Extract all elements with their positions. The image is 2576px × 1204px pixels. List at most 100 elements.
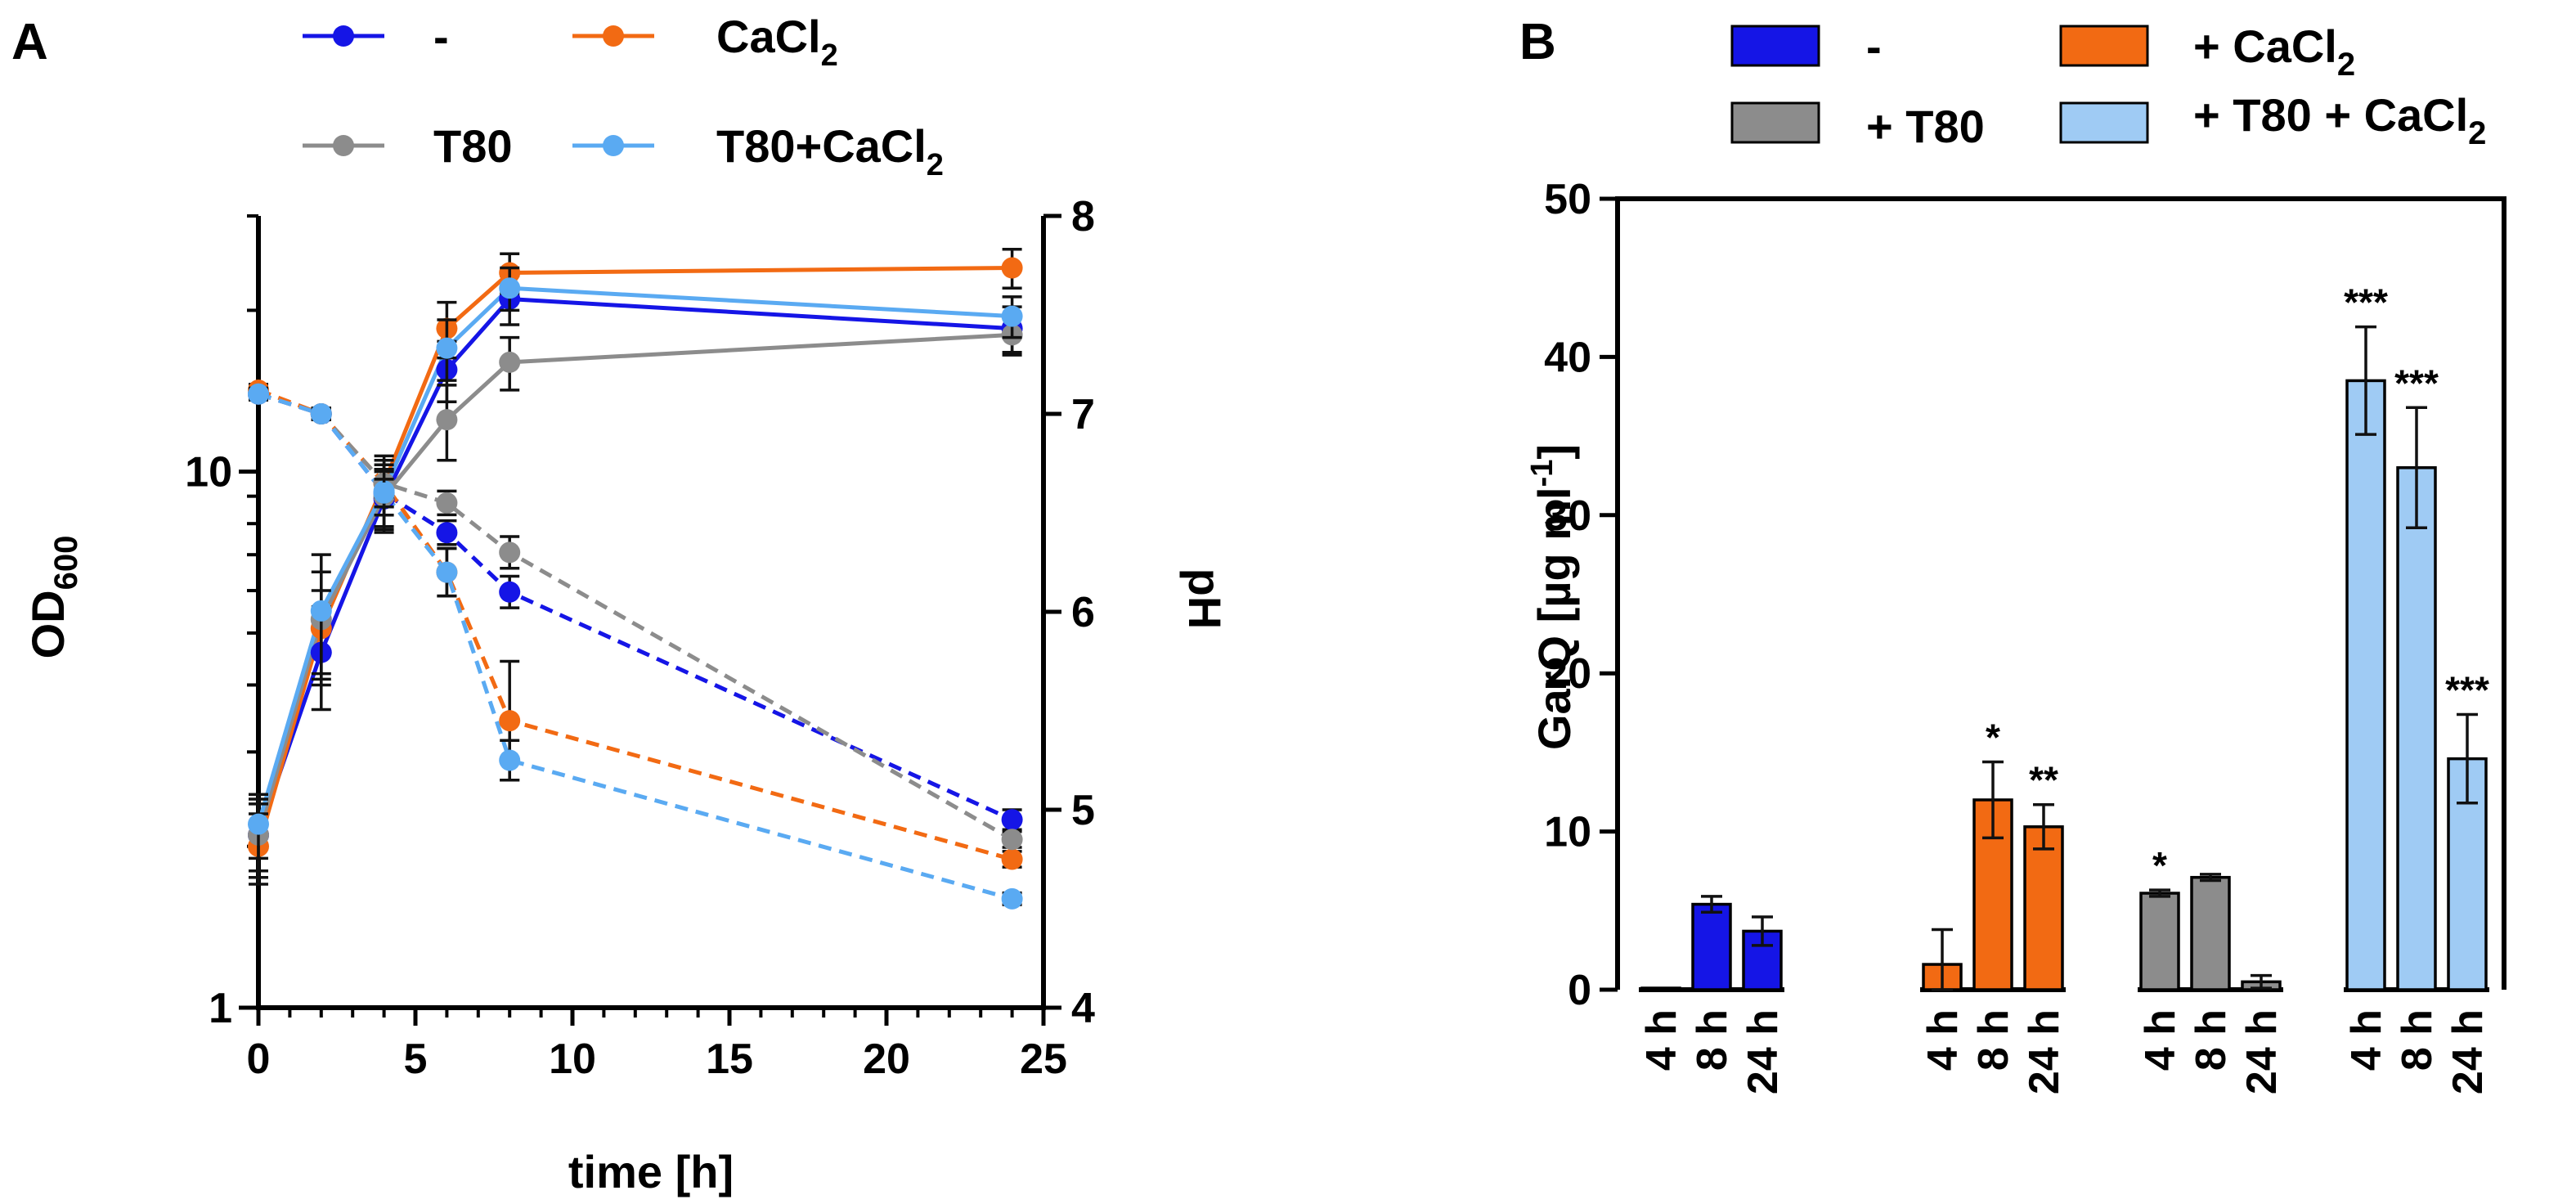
chart-b-significance-cacl2: ** xyxy=(2029,759,2058,802)
chart-b-bar-t80-cacl2 xyxy=(2396,466,2437,991)
chart-a-ph-point-none xyxy=(499,581,521,603)
legend-b-label-cacl2: + CaCl2 xyxy=(2193,20,2355,83)
chart-a-od-line-t80 xyxy=(256,332,1012,836)
legend-b-label-t80-cacl2: + T80 + CaCl2 xyxy=(2193,89,2486,151)
chart-a-ph-point-t80-cacl2 xyxy=(248,383,269,405)
chart-b-y-tick-label: 50 xyxy=(1544,176,1591,223)
chart-a-od-point-t80 xyxy=(499,351,521,373)
chart-b-significance-t80-cacl2: *** xyxy=(2394,362,2439,404)
legend-a-marker-t80 xyxy=(333,135,354,156)
chart-b-bar-none xyxy=(1691,902,1732,991)
chart-a-x-tick-label: 10 xyxy=(549,1036,596,1083)
chart-a-od-line-none xyxy=(256,296,1012,836)
chart-a-y-right-tick-label: 4 xyxy=(1071,985,1095,1032)
panel-label-a: A xyxy=(11,14,48,70)
chart-b-y-tick-label: 30 xyxy=(1544,492,1591,540)
chart-a-ph-line-cacl2 xyxy=(258,388,1013,861)
chart-a-od-point-t80-cacl2 xyxy=(248,813,269,835)
chart-a-ph-point-t80-cacl2 xyxy=(373,482,395,504)
chart-a-x-tick-label: 25 xyxy=(1020,1036,1067,1083)
chart-a-ylabel-left: OD600 xyxy=(22,536,84,659)
chart-a-ph-line-t80-cacl2 xyxy=(258,392,1013,901)
legend-a-label-t80-cacl2: T80+CaCl2 xyxy=(716,120,944,182)
chart-b-category-label-t80-cacl2: 8 h xyxy=(2394,1009,2441,1071)
legend-a-marker-cacl2 xyxy=(603,25,624,47)
chart-b-significance-t80-cacl2: *** xyxy=(2445,668,2489,711)
chart-a-ph-point-cacl2 xyxy=(499,710,521,732)
legend-a-label-none: - xyxy=(433,11,449,62)
chart-a-ph-point-none xyxy=(436,522,458,544)
chart-a-x-tick-label: 20 xyxy=(863,1036,910,1083)
chart-b-category-label-t80: 4 h xyxy=(2137,1009,2184,1071)
legend-a-marker-t80-cacl2 xyxy=(603,135,624,156)
chart-a-y-right-tick-label: 7 xyxy=(1071,391,1095,438)
chart-b-category-label-cacl2: 4 h xyxy=(1919,1009,1967,1071)
chart-a-od-point-t80-cacl2 xyxy=(436,337,458,359)
chart-a-xlabel: time [h] xyxy=(568,1146,734,1197)
legend-b-swatch-t80-cacl2 xyxy=(2059,101,2149,144)
chart-a-od-point-t80-cacl2 xyxy=(1001,305,1023,327)
chart-a-ph-point-none xyxy=(1001,809,1023,831)
legend-b-swatch-none xyxy=(1730,25,1820,67)
chart-a-ylabel-right: pH xyxy=(1179,568,1231,630)
chart-b-category-label-none: 24 h xyxy=(1739,1009,1787,1094)
chart-a-x-tick-label: 15 xyxy=(706,1036,753,1083)
chart-a-ph-point-t80-cacl2 xyxy=(310,403,332,425)
chart-b-category-label-t80-cacl2: 4 h xyxy=(2343,1009,2390,1071)
chart-b-category-label-t80-cacl2: 24 h xyxy=(2444,1009,2492,1094)
chart-a-ph-point-t80 xyxy=(1001,829,1023,851)
chart-b-significance-t80-cacl2: *** xyxy=(2344,281,2388,324)
chart-a-od-point-cacl2 xyxy=(1001,257,1023,279)
chart-a-ph-point-t80-cacl2 xyxy=(1001,887,1023,910)
chart-b-bar-t80-cacl2 xyxy=(2345,379,2386,991)
legend-b-swatch-cacl2 xyxy=(2059,25,2149,67)
chart-a-y-left-tick-label: 1 xyxy=(209,985,232,1032)
legend-a-marker-none xyxy=(333,25,354,47)
chart-a-od-point-t80-cacl2 xyxy=(310,600,332,622)
chart-b-bar-cacl2 xyxy=(2023,825,2064,991)
legend-b-swatch-t80 xyxy=(1730,101,1820,144)
chart-a-ph-point-cacl2 xyxy=(1001,848,1023,870)
legend-b: - + CaCl2 + T80 + T80 + CaCl2 xyxy=(1730,20,2486,152)
chart-b-category-label-t80: 8 h xyxy=(2188,1009,2235,1071)
chart-b-y-tick-label: 40 xyxy=(1544,334,1591,381)
chart-b-bar-t80 xyxy=(2139,892,2180,991)
chart-a-od-point-t80-cacl2 xyxy=(499,277,521,299)
chart-b-category-label-none: 8 h xyxy=(1689,1009,1736,1071)
chart-b-y-tick-label: 20 xyxy=(1544,650,1591,698)
chart-a-ph-point-t80 xyxy=(499,541,521,564)
chart-b-bar-t80 xyxy=(2190,875,2231,991)
chart-a-x-tick-label: 0 xyxy=(247,1036,271,1083)
chart-a-ph-line-t80 xyxy=(258,392,1013,842)
chart-b-bar-none xyxy=(1742,929,1783,991)
chart-b-category-label-t80: 24 h xyxy=(2238,1009,2286,1094)
chart-b-y-tick-label: 10 xyxy=(1544,809,1591,856)
legend-a: - CaCl2 T80 T80+CaCl2 xyxy=(303,11,944,182)
chart-b-bar-none xyxy=(1640,986,1681,991)
legend-b-label-t80: + T80 xyxy=(1866,101,1985,152)
chart-a-y-right-tick-label: 6 xyxy=(1071,589,1095,636)
chart-a-y-right-tick-label: 8 xyxy=(1071,193,1095,240)
chart-b-significance-t80: * xyxy=(2152,844,2167,887)
chart-a-od-point-t80 xyxy=(436,409,458,431)
chart-a-ph-point-t80 xyxy=(436,492,458,514)
chart-b-ylabel: GarQ [µg ml-1] xyxy=(1525,444,1580,750)
chart-a-y-right-tick-label: 5 xyxy=(1071,787,1095,834)
chart-b-category-label-cacl2: 24 h xyxy=(2021,1009,2068,1094)
chart-b-category-label-cacl2: 8 h xyxy=(1970,1009,2017,1071)
chart-a-od-line-cacl2 xyxy=(256,266,1012,847)
legend-a-label-t80: T80 xyxy=(433,120,513,172)
chart-a-x-tick-label: 5 xyxy=(404,1036,428,1083)
legend-a-label-cacl2: CaCl2 xyxy=(716,11,838,73)
chart-a-ph-point-t80-cacl2 xyxy=(499,749,521,771)
chart-b-significance-cacl2: * xyxy=(1986,717,2000,759)
chart-b-category-label-none: 4 h xyxy=(1638,1009,1685,1071)
panel-label-b: B xyxy=(1519,14,1556,70)
legend-b-label-none: - xyxy=(1866,20,1882,72)
chart-a-y-left-tick-label: 10 xyxy=(185,449,232,496)
chart-a-ph-point-t80-cacl2 xyxy=(436,561,458,583)
chart-a-od-line-t80-cacl2 xyxy=(256,285,1012,825)
chart-b-y-tick-label: 0 xyxy=(1568,967,1591,1014)
